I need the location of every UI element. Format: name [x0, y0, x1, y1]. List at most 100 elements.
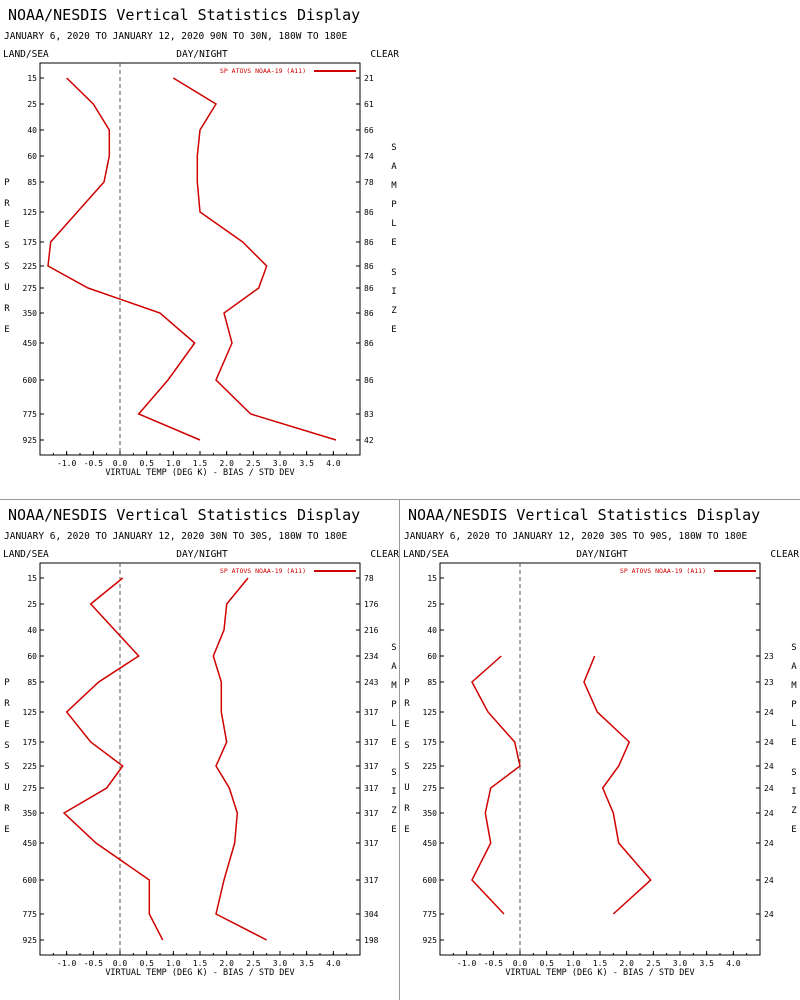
clear-header: CLEAR: [770, 549, 799, 560]
pressure-tick-label: 450: [23, 839, 38, 848]
pressure-tick-label: 125: [23, 208, 38, 217]
pressure-vertical-letter: S: [4, 762, 9, 772]
pressure-tick-label: 275: [23, 284, 38, 293]
pressure-vertical-letter: E: [4, 720, 9, 730]
clear-header: CLEAR: [370, 49, 399, 60]
x-tick-label: 0.5: [139, 459, 154, 468]
x-tick-label: -0.5: [84, 959, 103, 968]
pressure-tick-label: 925: [23, 436, 38, 445]
panel-title: NOAA/NESDIS Vertical Statistics Display: [408, 506, 760, 524]
pressure-vertical-letter: E: [4, 325, 9, 335]
pressure-tick-label: 175: [423, 738, 438, 747]
pressure-vertical-letter: E: [4, 825, 9, 835]
pressure-tick-label: 125: [423, 708, 438, 717]
sample-size-label: 24: [764, 839, 774, 848]
sample-size-label: 317: [364, 762, 379, 771]
sample-vertical-letter: E: [391, 738, 396, 748]
pressure-vertical-letter: E: [404, 720, 409, 730]
x-tick-label: 2.5: [246, 459, 261, 468]
x-tick-label: 1.5: [593, 959, 608, 968]
pressure-vertical-letter: R: [4, 304, 10, 314]
sample-size-label: 24: [764, 784, 774, 793]
stats-panel-south: NOAA/NESDIS Vertical Statistics Display J…: [403, 506, 799, 978]
sample-size-label: 78: [364, 574, 374, 583]
sample-vertical-letter: M: [791, 681, 797, 691]
x-tick-label: 2.0: [219, 459, 234, 468]
pressure-vertical-letter: R: [404, 804, 410, 814]
sample-size-label: 176: [364, 600, 379, 609]
std-dev-series-line: [172, 77, 337, 441]
std-dev-series-line: [583, 655, 652, 915]
sample-size-label: 24: [764, 910, 774, 919]
stats-panel-tropics: NOAA/NESDIS Vertical Statistics Display J…: [3, 506, 399, 978]
pressure-vertical-letter: R: [4, 804, 10, 814]
x-axis-label: VIRTUAL TEMP (DEG K) - BIAS / STD DEV: [105, 968, 294, 978]
sample-size-label: 24: [764, 809, 774, 818]
sample-size-label: 23: [764, 678, 774, 687]
size-vertical-letter: Z: [391, 306, 397, 316]
day-night-header: DAY/NIGHT: [576, 549, 628, 560]
size-vertical-letter: Z: [391, 806, 397, 816]
x-tick-label: 1.5: [193, 959, 208, 968]
x-tick-label: 4.0: [726, 959, 741, 968]
pressure-vertical-letter: S: [404, 762, 409, 772]
sample-vertical-letter: E: [791, 738, 796, 748]
size-vertical-letter: S: [791, 768, 796, 778]
sample-size-label: 216: [364, 626, 379, 635]
sample-size-label: 243: [364, 678, 379, 687]
size-vertical-letter: E: [391, 825, 396, 835]
pressure-tick-label: 600: [23, 876, 38, 885]
x-tick-label: 0.5: [139, 959, 154, 968]
pressure-tick-label: 275: [23, 784, 38, 793]
bias-series-line: [47, 77, 201, 441]
sample-size-label: 304: [364, 910, 379, 919]
size-vertical-letter: S: [391, 268, 396, 278]
pressure-vertical-letter: E: [4, 220, 9, 230]
pressure-tick-label: 225: [423, 762, 438, 771]
pressure-tick-label: 450: [23, 339, 38, 348]
x-tick-label: 3.5: [699, 959, 714, 968]
sample-size-label: 317: [364, 708, 379, 717]
x-tick-label: 2.5: [246, 959, 261, 968]
legend-label: SP ATOVS NOAA-19 (A11): [220, 567, 306, 575]
pressure-tick-label: 775: [23, 910, 38, 919]
bias-series-line: [471, 655, 521, 915]
panel-subtitle: JANUARY 6, 2020 TO JANUARY 12, 2020 30S …: [404, 531, 747, 542]
pressure-tick-label: 60: [427, 652, 437, 661]
x-tick-label: 0.0: [113, 959, 128, 968]
pressure-tick-label: 600: [23, 376, 38, 385]
pressure-vertical-letter: S: [4, 241, 9, 251]
pressure-vertical-letter: P: [4, 178, 10, 188]
pressure-tick-label: 85: [27, 678, 37, 687]
sample-size-label: 86: [364, 284, 374, 293]
land-sea-header: LAND/SEA: [403, 549, 449, 560]
pressure-vertical-letter: S: [4, 741, 9, 751]
pressure-tick-label: 925: [23, 936, 38, 945]
sample-size-label: 86: [364, 376, 374, 385]
pressure-tick-label: 60: [27, 152, 37, 161]
pressure-tick-label: 775: [23, 410, 38, 419]
plot-frame: [39, 562, 361, 956]
pressure-tick-label: 450: [423, 839, 438, 848]
x-tick-label: -0.5: [484, 959, 503, 968]
sample-vertical-letter: A: [391, 662, 397, 672]
x-tick-label: 1.0: [566, 959, 581, 968]
sample-size-label: 21: [364, 74, 374, 83]
x-tick-label: 2.0: [619, 959, 634, 968]
pressure-vertical-letter: R: [4, 199, 10, 209]
panel-subtitle: JANUARY 6, 2020 TO JANUARY 12, 2020 30N …: [4, 531, 347, 542]
size-vertical-letter: Z: [791, 806, 797, 816]
pressure-tick-label: 40: [427, 626, 437, 635]
x-axis-label: VIRTUAL TEMP (DEG K) - BIAS / STD DEV: [105, 468, 294, 478]
x-tick-label: 1.0: [166, 959, 181, 968]
pressure-tick-label: 85: [27, 178, 37, 187]
sample-vertical-letter: P: [391, 200, 397, 210]
pressure-tick-label: 775: [423, 910, 438, 919]
size-vertical-letter: S: [391, 768, 396, 778]
pressure-tick-label: 15: [27, 74, 37, 83]
sample-vertical-letter: P: [391, 700, 397, 710]
pressure-tick-label: 85: [427, 678, 437, 687]
pressure-tick-label: 925: [423, 936, 438, 945]
sample-vertical-letter: L: [391, 219, 396, 229]
pressure-vertical-letter: R: [404, 699, 410, 709]
